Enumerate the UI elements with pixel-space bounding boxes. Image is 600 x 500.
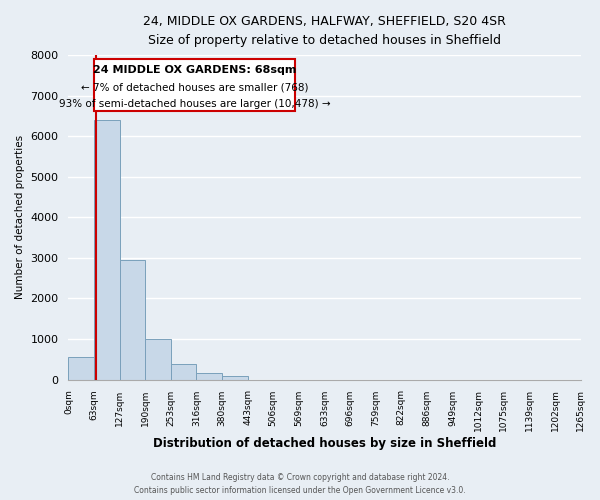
Bar — [94, 120, 120, 380]
Text: ← 7% of detached houses are smaller (768): ← 7% of detached houses are smaller (768… — [81, 82, 308, 92]
X-axis label: Distribution of detached houses by size in Sheffield: Distribution of detached houses by size … — [153, 437, 496, 450]
Bar — [171, 364, 196, 380]
Text: Contains HM Land Registry data © Crown copyright and database right 2024.
Contai: Contains HM Land Registry data © Crown c… — [134, 474, 466, 495]
Text: 93% of semi-detached houses are larger (10,478) →: 93% of semi-detached houses are larger (… — [59, 98, 331, 108]
Title: 24, MIDDLE OX GARDENS, HALFWAY, SHEFFIELD, S20 4SR
Size of property relative to : 24, MIDDLE OX GARDENS, HALFWAY, SHEFFIEL… — [143, 15, 506, 47]
Y-axis label: Number of detached properties: Number of detached properties — [15, 136, 25, 300]
Bar — [145, 339, 171, 380]
Bar — [120, 260, 145, 380]
Text: 24 MIDDLE OX GARDENS: 68sqm: 24 MIDDLE OX GARDENS: 68sqm — [93, 64, 296, 74]
FancyBboxPatch shape — [94, 59, 295, 111]
Bar — [222, 376, 248, 380]
Bar — [68, 358, 94, 380]
Bar — [196, 372, 222, 380]
